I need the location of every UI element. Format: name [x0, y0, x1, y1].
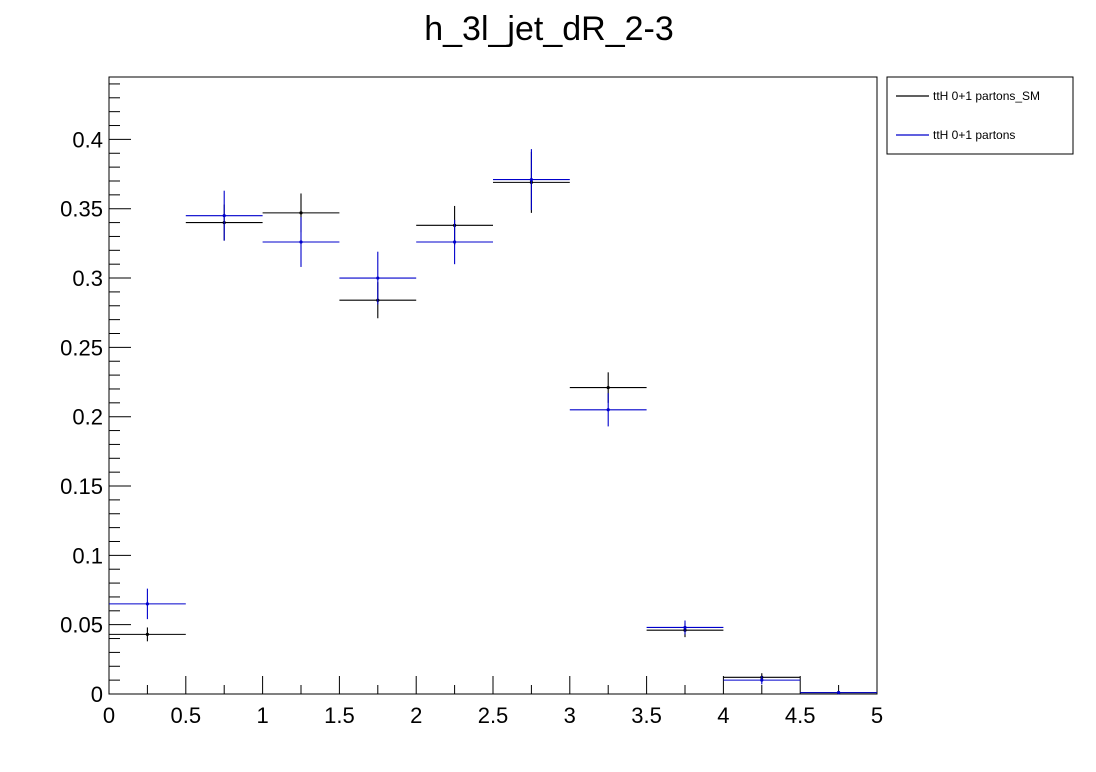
y-tick-label: 0.05	[60, 613, 103, 638]
data-point	[837, 691, 841, 695]
y-tick-label: 0	[91, 682, 103, 707]
series-1	[109, 149, 877, 695]
data-point	[299, 211, 303, 215]
legend-label-sm: ttH 0+1 partons_SM	[933, 89, 1040, 103]
x-tick-label: 0.5	[171, 703, 202, 728]
chart-title: h_3l_jet_dR_2-3	[424, 10, 674, 48]
x-tick-label: 5	[871, 703, 883, 728]
data-point	[529, 178, 534, 182]
data-point	[760, 678, 764, 682]
y-tick-label: 0.2	[72, 405, 103, 430]
x-tick-label: 1	[256, 703, 268, 728]
legend-box	[886, 76, 1074, 155]
data-point	[145, 602, 149, 606]
legend: ttH 0+1 partons_SM ttH 0+1 partons	[886, 76, 1074, 155]
y-tick-label: 0.4	[72, 127, 103, 152]
x-tick-label: 4	[717, 703, 729, 728]
data-point	[222, 214, 226, 218]
series-layer	[109, 149, 877, 695]
data-point	[145, 632, 149, 636]
data-point	[299, 240, 303, 244]
x-tick-label: 3.5	[631, 703, 662, 728]
data-point	[376, 276, 380, 280]
x-tick-label: 4.5	[785, 703, 816, 728]
x-tick-label: 3	[564, 703, 576, 728]
y-tick-label: 0.1	[72, 543, 103, 568]
y-tick-label: 0.3	[72, 266, 103, 291]
data-point	[683, 625, 687, 630]
y-tick-label: 0.25	[60, 335, 103, 360]
x-tick-label: 0	[103, 703, 115, 728]
data-point	[606, 408, 610, 412]
y-tick-label: 0.15	[60, 474, 103, 499]
x-tick-label: 2	[410, 703, 422, 728]
axes: 0 0.5 1 1.5 2 2.5 3 3.5 4 4.5 5 0 0.05 0.1 0.15 0.2 0.25…	[60, 83, 883, 728]
data-point	[606, 385, 610, 390]
y-tick-label: 0.35	[60, 197, 103, 222]
x-tick-label: 2.5	[478, 703, 509, 728]
data-point	[453, 240, 457, 244]
legend-label-bsm: ttH 0+1 partons	[933, 128, 1015, 142]
x-tick-label: 1.5	[324, 703, 355, 728]
